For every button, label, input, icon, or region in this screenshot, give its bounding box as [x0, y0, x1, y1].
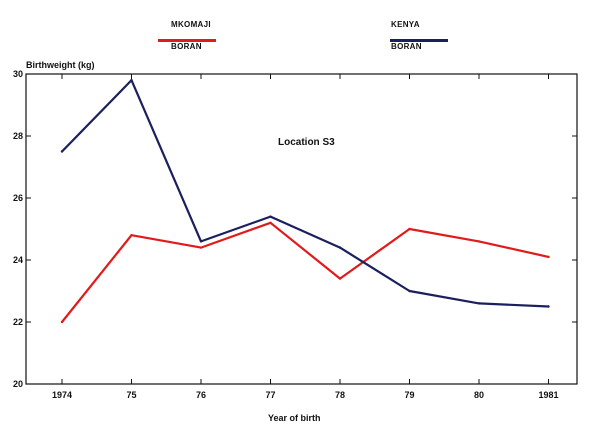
chart-annotation: Location S3: [278, 137, 335, 148]
legend-label-line-2: BORAN: [391, 42, 422, 51]
x-tick-label: 78: [335, 390, 345, 400]
data-point: [547, 305, 550, 308]
y-tick-label: 26: [13, 193, 23, 203]
x-tick-label: 1981: [538, 390, 558, 400]
x-tick-label: 79: [404, 390, 414, 400]
legend-label-mkomaji-boran: MKOMAJI BORAN: [171, 8, 211, 52]
data-point: [338, 277, 342, 280]
y-tick-label: 22: [13, 317, 23, 327]
legend-line-kenya-boran: [390, 39, 448, 42]
x-axis-title: Year of birth: [268, 413, 321, 423]
data-point: [547, 255, 550, 259]
data-point: [408, 289, 411, 293]
data-point: [130, 79, 133, 82]
legend-label-line-1: KENYA: [391, 20, 420, 29]
y-tick-label: 20: [13, 379, 23, 389]
y-tick-label: 28: [13, 131, 23, 141]
y-tick-label: 24: [13, 255, 23, 265]
data-point: [477, 240, 481, 243]
data-point: [60, 320, 64, 324]
data-point: [199, 240, 203, 243]
series-line-kenya-boran: [60, 79, 550, 308]
plot-frame: [25, 73, 578, 385]
data-point: [60, 150, 64, 153]
series-line-mkomaji-boran: [60, 221, 550, 324]
data-point: [477, 302, 481, 305]
y-tick-label: 30: [13, 69, 23, 79]
x-tick-label: 1974: [52, 390, 72, 400]
tick-group: 20 22 24 26 28 30 1974 75 76 77 78 79 80 1981: [13, 69, 577, 400]
x-tick-label: 76: [196, 390, 206, 400]
x-tick-label: 75: [126, 390, 136, 400]
data-point: [338, 246, 342, 249]
y-axis-title: Birthweight (kg): [26, 60, 95, 70]
data-point: [199, 246, 203, 249]
data-point: [269, 221, 272, 224]
data-point: [130, 234, 133, 237]
legend-label-kenya-boran: KENYA BORAN: [391, 8, 422, 52]
legend-line-mkomaji-boran: [158, 39, 216, 42]
legend-label-line-2: BORAN: [171, 42, 202, 51]
x-tick-label: 80: [474, 390, 484, 400]
data-point: [269, 215, 272, 218]
legend-label-line-1: MKOMAJI: [171, 20, 211, 29]
series-group: [60, 79, 550, 324]
data-point: [408, 227, 411, 231]
x-tick-label: 77: [265, 390, 275, 400]
